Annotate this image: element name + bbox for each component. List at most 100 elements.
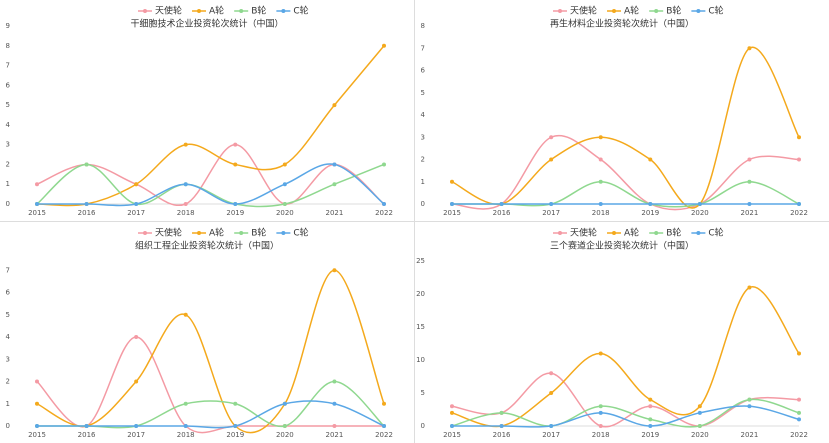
legend-label: A轮	[624, 227, 639, 239]
point	[499, 410, 504, 415]
legend-marker	[143, 231, 147, 235]
legend-marker	[696, 231, 701, 235]
point	[499, 202, 504, 206]
point	[747, 202, 752, 206]
legend-marker	[143, 9, 147, 13]
x-tick-label: 2015	[443, 431, 461, 439]
series-line	[451, 398, 800, 428]
point	[598, 202, 603, 206]
legend-marker	[197, 231, 202, 235]
legend-label: C轮	[293, 5, 308, 17]
chart-title: 再生材料企业投资轮次统计（中国）	[550, 18, 694, 30]
x-tick-label: 2022	[375, 209, 393, 217]
series-line	[37, 400, 385, 429]
point	[747, 46, 752, 51]
x-tick-label: 2019	[226, 431, 244, 439]
point	[282, 424, 287, 428]
y-tick-label: 5	[421, 89, 425, 97]
chart: 0 1 2 3 4 5 6 7 8 9 2015 2016 2017 2018 2019 2020 2021 20…	[6, 5, 393, 218]
point	[233, 424, 238, 428]
point	[183, 424, 188, 428]
point	[697, 404, 702, 409]
legend-marker	[281, 231, 286, 235]
x-tick-label: 2021	[326, 209, 344, 217]
point	[549, 424, 554, 428]
point	[747, 157, 752, 162]
y-tick-label: 3	[421, 133, 425, 141]
x-tick-label: 2020	[276, 431, 294, 439]
y-tick-label: 3	[6, 141, 10, 149]
y-tick-label: 5	[6, 101, 10, 109]
x-tick-label: 2021	[741, 209, 759, 217]
point	[35, 182, 39, 187]
point	[134, 424, 139, 428]
point	[382, 162, 386, 167]
point	[697, 202, 702, 206]
series-line	[451, 372, 800, 428]
y-tick-label: 0	[421, 200, 425, 208]
x-tick-label: 2017	[542, 431, 560, 439]
point	[233, 162, 238, 167]
point	[382, 401, 386, 406]
x-tick-label: 2020	[276, 209, 294, 217]
point	[35, 424, 39, 428]
legend-label: 天使轮	[570, 5, 597, 17]
legend-label: B轮	[251, 5, 266, 17]
point	[549, 371, 554, 376]
series-line	[36, 45, 385, 207]
x-tick-label: 2020	[691, 431, 709, 439]
legend-marker	[612, 231, 617, 235]
point	[183, 312, 188, 317]
point	[35, 202, 39, 206]
point	[598, 351, 603, 356]
point	[598, 424, 603, 428]
legend-label: 天使轮	[570, 227, 597, 239]
legend-label: A轮	[209, 5, 224, 17]
chart: 0 1 2 3 4 5 6 7 2015 2016 2017 2018 2019 2020 2021 2022…	[6, 227, 393, 440]
point	[332, 162, 337, 167]
legend-marker	[558, 231, 562, 235]
y-tick-label: 2	[6, 160, 10, 168]
legend-label: C轮	[708, 5, 723, 17]
point	[35, 379, 39, 384]
y-tick-label: 25	[416, 257, 425, 265]
legend-label: 天使轮	[155, 227, 182, 239]
x-tick-label: 2019	[641, 209, 659, 217]
point	[797, 351, 801, 356]
point	[648, 404, 653, 409]
y-tick-label: 7	[6, 62, 10, 70]
point	[282, 202, 287, 206]
point	[450, 404, 454, 409]
x-tick-label: 2021	[326, 431, 344, 439]
point	[797, 397, 801, 402]
y-tick-label: 7	[6, 266, 10, 274]
y-tick-label: 7	[421, 44, 425, 52]
x-tick-label: 2019	[641, 431, 659, 439]
point	[797, 410, 801, 415]
legend-marker	[654, 9, 659, 13]
point	[382, 202, 386, 206]
series-line	[37, 380, 385, 429]
point	[332, 401, 337, 406]
chart: 0 5 10 15 20 25 2015 2016 2017 2018 2019 2020 2021 20…	[416, 227, 808, 440]
point	[648, 417, 653, 422]
y-tick-label: 6	[6, 81, 11, 89]
y-tick-label: 4	[6, 333, 11, 341]
point	[797, 202, 801, 206]
point	[282, 182, 287, 187]
chart-title: 干细胞技术企业投资轮次统计（中国）	[130, 18, 283, 30]
chart-title: 组织工程企业投资轮次统计（中国）	[135, 240, 279, 252]
y-tick-label: 3	[6, 355, 10, 363]
point	[183, 182, 188, 187]
point	[233, 202, 238, 206]
legend-label: A轮	[624, 5, 639, 17]
point	[332, 103, 337, 108]
series-line	[36, 143, 385, 207]
point	[598, 135, 603, 140]
point	[598, 404, 603, 409]
x-tick-label: 2015	[443, 209, 461, 217]
legend-label: B轮	[666, 227, 681, 239]
y-tick-label: 5	[6, 311, 10, 319]
point	[35, 401, 39, 406]
y-tick-label: 8	[421, 22, 425, 30]
